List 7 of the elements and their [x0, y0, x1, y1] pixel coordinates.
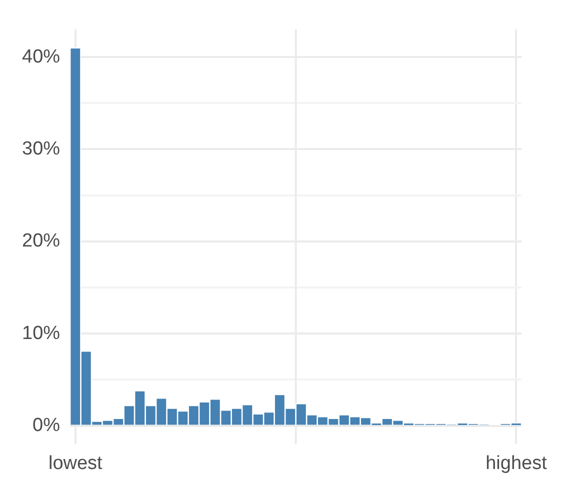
x-tick-label: highest [486, 452, 548, 474]
y-tick-label: 20% [22, 230, 60, 252]
y-tick-label: 30% [22, 138, 60, 160]
x-tick-label: lowest [48, 452, 104, 474]
y-tick-label: 0% [32, 415, 60, 436]
y-tick-label: 10% [22, 322, 60, 344]
y-tick-label: 40% [22, 46, 60, 68]
